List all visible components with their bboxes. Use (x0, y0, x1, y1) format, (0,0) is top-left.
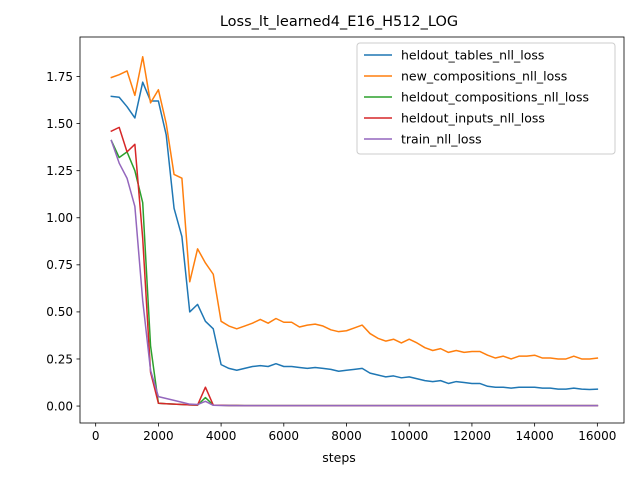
series-line-heldout-compositions-nll-loss (110, 139, 599, 407)
series-line-train-nll-loss (110, 139, 599, 407)
y-tick-label: 1.50 (46, 117, 73, 131)
y-tick-label: 0.00 (46, 399, 73, 413)
x-tick-label: 16000 (578, 429, 616, 443)
series-line-new-compositions-nll-loss (110, 56, 599, 360)
x-axis-label: steps (322, 450, 356, 465)
x-tick-label: 6000 (269, 429, 300, 443)
y-tick-label: 1.00 (46, 211, 73, 225)
x-tick-label: 14000 (516, 429, 554, 443)
legend-entry: heldout_compositions_nll_loss (401, 90, 589, 105)
x-tick-label: 10000 (390, 429, 428, 443)
series-line-heldout-inputs-nll-loss (110, 126, 599, 407)
legend-box (356, 42, 616, 155)
y-tick-label: 0.50 (46, 305, 73, 319)
y-tick-label: 0.75 (46, 258, 73, 272)
legend-entry: train_nll_loss (401, 132, 482, 147)
y-tick-label: 1.25 (46, 164, 73, 178)
plot-frame (79, 36, 625, 424)
axes: 0 2000 4000 6000 8000 10000 12000 14000 16000 0.0… (46, 36, 625, 443)
x-tick-label: 2000 (143, 429, 174, 443)
x-tick-label: 8000 (331, 429, 362, 443)
legend-entry: heldout_tables_nll_loss (401, 48, 544, 63)
chart-title: Loss_lt_learned4_E16_H512_LOG (220, 14, 458, 30)
plot-area (110, 56, 599, 407)
series-line-heldout-tables-nll-loss (110, 81, 599, 391)
x-tick-label: 4000 (206, 429, 237, 443)
x-tick-label: 12000 (453, 429, 491, 443)
x-tick-label: 0 (92, 429, 100, 443)
legend-entry: heldout_inputs_nll_loss (401, 111, 545, 126)
y-tick-label: 0.25 (46, 352, 73, 366)
legend-entry: new_compositions_nll_loss (401, 69, 567, 84)
legend: heldout_tables_nll_loss new_compositions_… (356, 42, 616, 155)
y-tick-label: 1.75 (46, 70, 73, 84)
